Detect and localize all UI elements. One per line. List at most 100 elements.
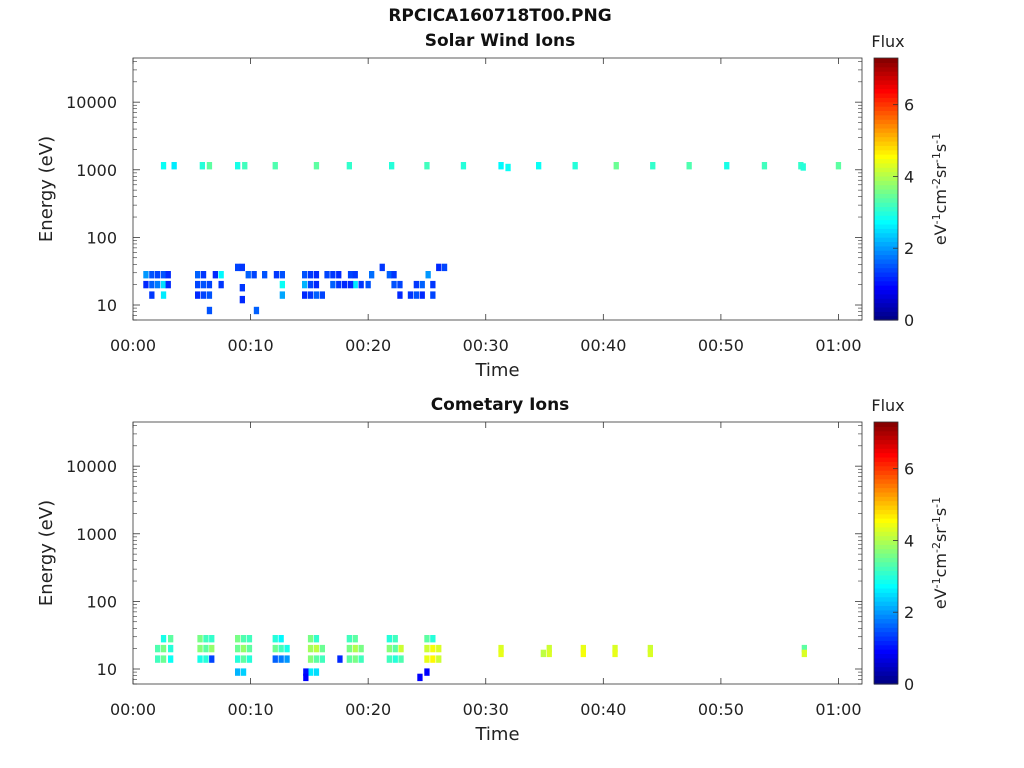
colorbar-segment — [874, 461, 898, 467]
heatmap-cell — [419, 291, 425, 299]
y-tick-label: 10000 — [66, 93, 117, 112]
heatmap-cell — [155, 655, 161, 663]
heatmap-cell — [200, 291, 207, 299]
colorbar-segment — [874, 123, 898, 129]
x-tick-label: 00:40 — [580, 336, 626, 355]
heatmap-cell — [203, 635, 209, 643]
colorbar-segment — [874, 71, 898, 77]
colorbar-segment — [874, 631, 898, 637]
heatmap-cell — [430, 280, 436, 289]
heatmap-cell — [197, 655, 203, 663]
colorbar-segment — [874, 622, 898, 628]
x-tick-label: 01:00 — [815, 336, 861, 355]
x-tick-label: 00:00 — [110, 700, 156, 719]
colorbar-segment — [874, 140, 898, 146]
heatmap-cell — [546, 649, 552, 658]
colorbar-segment — [874, 574, 898, 580]
beam-cell — [199, 162, 205, 170]
heatmap-cell — [347, 271, 354, 279]
heatmap-cell — [160, 644, 167, 653]
heatmap-cell — [324, 271, 330, 279]
heatmap-cell — [165, 271, 171, 279]
heatmap-cell — [246, 655, 253, 663]
colorbar-segment — [874, 644, 898, 650]
colorbar-segment — [874, 448, 898, 454]
heatmap-cell — [240, 644, 247, 653]
x-tick-label: 00:30 — [463, 700, 509, 719]
beam-cell — [389, 162, 395, 170]
colorbar-segment — [874, 167, 898, 173]
heatmap-cell — [209, 635, 215, 643]
heatmap-cell — [540, 649, 546, 658]
heatmap-cell — [279, 280, 285, 289]
heatmap-cell — [284, 644, 290, 653]
colorbar-tick-label: 4 — [904, 167, 914, 186]
heatmap-cell — [279, 291, 285, 299]
colorbar-segment — [874, 657, 898, 663]
colorbar-tick-label: 4 — [904, 531, 914, 550]
heatmap-cell — [647, 644, 653, 653]
heatmap-cell — [801, 644, 807, 653]
heatmap-cell — [200, 280, 207, 289]
colorbar-segment — [874, 215, 898, 221]
heatmap-cell — [391, 271, 397, 279]
heatmap-cell — [235, 644, 241, 653]
panel-0-plot: 00:00 00:10 00:20 00:30 00:40 00:50 01:00 10 100… — [36, 57, 863, 381]
colorbar-segment — [874, 666, 898, 672]
colorbar-segment — [874, 583, 898, 589]
heatmap-cell — [424, 635, 430, 643]
colorbar-segment — [874, 614, 898, 620]
heatmap-cell — [303, 668, 309, 676]
colorbar-segment — [874, 106, 898, 111]
heatmap-cell — [307, 280, 314, 289]
heatmap-cell — [235, 635, 241, 643]
colorbar-segment — [874, 241, 898, 247]
heatmap-cell — [430, 644, 436, 653]
heatmap-cell — [330, 271, 336, 279]
colorbar-segment — [874, 276, 898, 282]
heatmap-cell — [165, 280, 171, 289]
colorbar-tick-label: 2 — [904, 239, 914, 258]
x-tick-label: 00:10 — [228, 336, 274, 355]
colorbar-segment — [874, 206, 898, 212]
plot-frame — [132, 57, 863, 321]
heatmap-cell — [413, 280, 419, 289]
colorbar-segment — [874, 601, 898, 606]
colorbar-segment — [874, 162, 898, 168]
colorbar-segment — [874, 171, 898, 177]
colorbar-segment — [874, 228, 898, 234]
colorbar-segment — [874, 500, 898, 506]
heatmap-cell — [160, 655, 167, 663]
heatmap-cell — [195, 271, 201, 279]
colorbar-segment — [874, 443, 898, 449]
heatmap-cell — [397, 280, 403, 289]
colorbar-tick-label: 6 — [904, 460, 914, 479]
x-tick-label: 00:20 — [345, 700, 391, 719]
heatmap-cell — [313, 635, 320, 643]
heatmap-cell — [386, 271, 392, 279]
colorbar-segment — [874, 531, 898, 537]
beam-cell — [761, 162, 768, 170]
heatmap-cell — [313, 644, 320, 653]
heatmap-cell — [419, 280, 425, 289]
colorbar-title: Flux — [871, 396, 904, 415]
heatmap-cell — [313, 291, 320, 299]
colorbar-segment — [874, 110, 898, 116]
heatmap-cell — [612, 644, 618, 653]
heatmap-cell — [239, 263, 245, 272]
colorbar-segment — [874, 465, 898, 471]
heatmap-cell — [302, 291, 308, 299]
heatmap-cell — [307, 655, 314, 663]
colorbar-segment — [874, 548, 898, 554]
y-axis-label: Energy (eV) — [36, 136, 57, 242]
colorbar-segment — [874, 132, 898, 138]
colorbar-segment — [874, 609, 898, 615]
heatmap-cell — [307, 635, 314, 643]
colorbar-segment — [874, 474, 898, 480]
plot-frame — [132, 421, 863, 685]
heatmap-cell — [430, 291, 436, 299]
heatmap-cell — [160, 635, 167, 643]
colorbar-segment — [874, 539, 898, 545]
colorbar-tick-label: 2 — [904, 603, 914, 622]
colorbar-segment — [874, 223, 898, 229]
